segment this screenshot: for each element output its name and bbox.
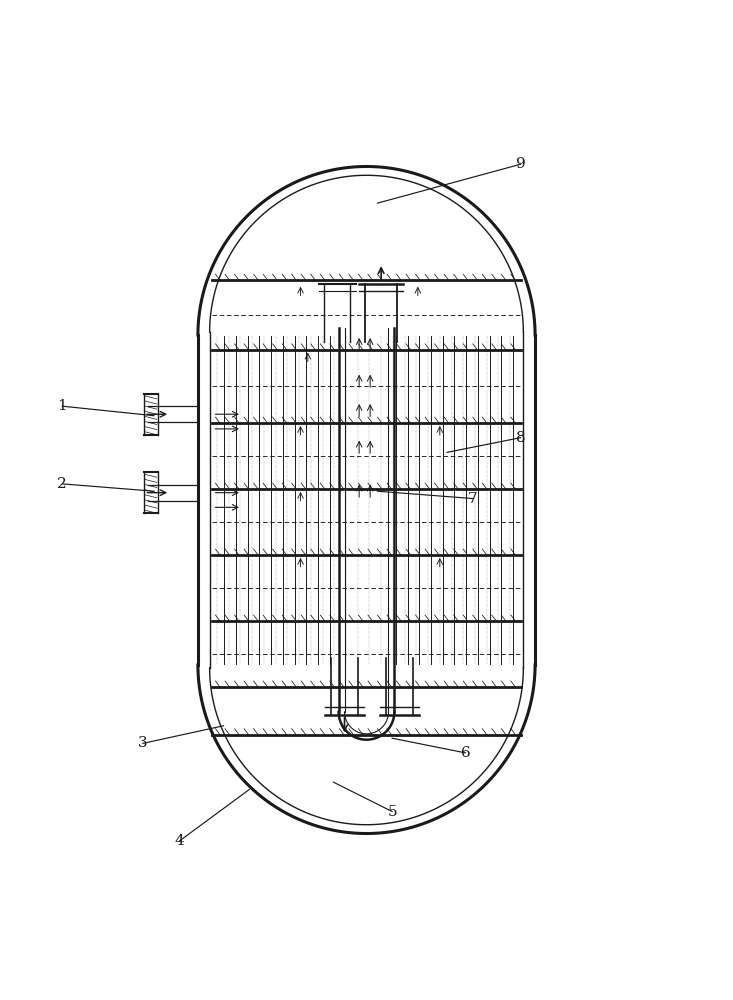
Text: 5: 5 bbox=[387, 805, 397, 819]
Text: 2: 2 bbox=[57, 477, 67, 491]
Text: 3: 3 bbox=[138, 736, 148, 750]
Text: 4: 4 bbox=[174, 834, 185, 848]
Text: 1: 1 bbox=[57, 399, 67, 413]
Text: 9: 9 bbox=[515, 157, 526, 171]
Text: 7: 7 bbox=[468, 492, 478, 506]
Text: 6: 6 bbox=[460, 746, 471, 760]
Text: 8: 8 bbox=[515, 431, 526, 445]
